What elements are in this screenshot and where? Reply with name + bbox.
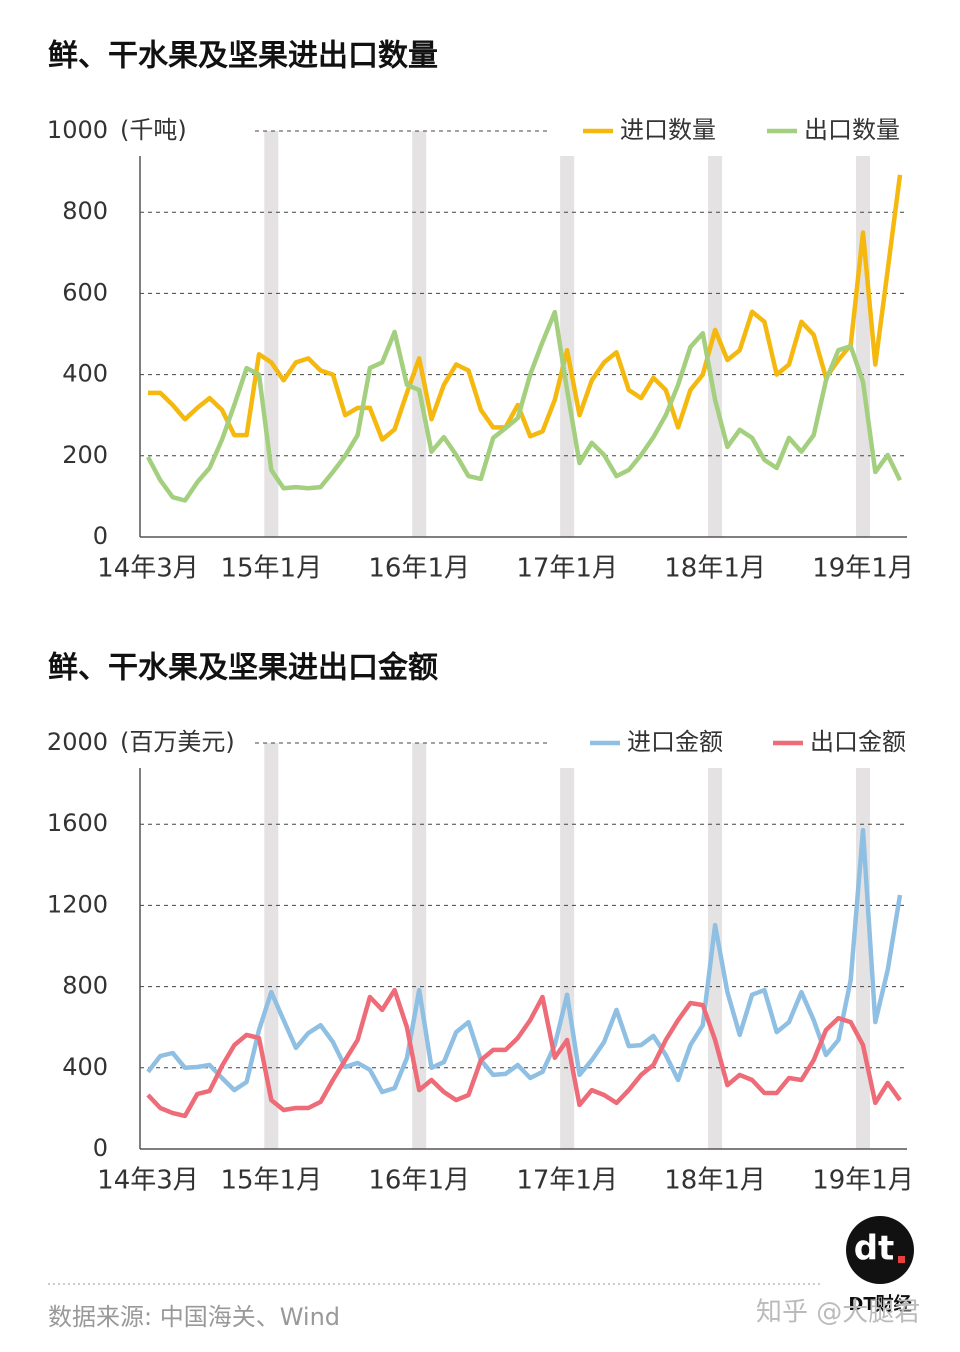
- x-tick-label: 15年1月: [220, 1166, 322, 1196]
- x-tick-label: 15年1月: [220, 554, 322, 584]
- logo-dot: [898, 1256, 905, 1263]
- year-band: [560, 768, 575, 1149]
- y-tick-label: 400: [62, 360, 108, 388]
- x-tick-label: 14年3月: [97, 554, 199, 584]
- y-tick-label: 800: [62, 197, 108, 225]
- x-tick-label: 17年1月: [516, 554, 618, 584]
- year-band: [412, 131, 427, 537]
- y-unit: (百万美元): [120, 728, 235, 756]
- chart: 鲜、干水果及坚果进出口数量 0 200 400 600 800 1000 (千吨) 14年3月 1…: [47, 39, 914, 584]
- watermark: 知乎 @大腿君: [756, 1298, 920, 1328]
- year-band: [412, 743, 427, 1149]
- chart: 鲜、干水果及坚果进出口金额 0 400 800 1200 1600 2000 (百万美元) 14…: [47, 651, 914, 1196]
- y-tick-label: 2000: [47, 728, 108, 756]
- y-tick-label: 200: [62, 441, 108, 469]
- y-tick-label: 1000: [47, 116, 108, 144]
- y-tick-label: 0: [93, 1134, 108, 1162]
- series-line: [146, 827, 903, 1095]
- year-band: [708, 156, 723, 537]
- brand: DT财经: [848, 1293, 911, 1315]
- y-tick-label: 600: [62, 278, 108, 306]
- series-line: [146, 987, 902, 1119]
- x-tick-label: 18年1月: [664, 1166, 766, 1196]
- y-tick-label: 1200: [47, 890, 108, 918]
- year-band: [856, 768, 871, 1149]
- y-tick-label: 400: [62, 1053, 108, 1081]
- year-band: [560, 156, 575, 537]
- legend-label: 出口数量: [804, 116, 900, 144]
- year-band: [856, 156, 871, 537]
- chart-title: 鲜、干水果及坚果进出口金额: [48, 651, 438, 686]
- chart-title: 鲜、干水果及坚果进出口数量: [48, 39, 438, 74]
- x-tick-label: 19年1月: [812, 1166, 914, 1196]
- y-tick-label: 1600: [47, 809, 108, 837]
- logo: dt: [854, 1229, 895, 1269]
- series-line: [146, 309, 903, 503]
- source-note: 数据来源: 中国海关、Wind: [48, 1303, 340, 1331]
- x-tick-label: 18年1月: [664, 554, 766, 584]
- x-tick-label: 16年1月: [368, 554, 470, 584]
- x-tick-label: 16年1月: [368, 1166, 470, 1196]
- logo-badge: [846, 1216, 914, 1284]
- legend-label: 进口金额: [627, 728, 723, 756]
- legend-label: 出口金额: [810, 728, 906, 756]
- y-tick-label: 800: [62, 972, 108, 1000]
- x-tick-label: 19年1月: [812, 554, 914, 584]
- x-tick-label: 14年3月: [97, 1166, 199, 1196]
- y-unit: (千吨): [120, 116, 187, 144]
- y-tick-label: 0: [93, 522, 108, 550]
- series-line: [148, 174, 903, 442]
- x-tick-label: 17年1月: [516, 1166, 618, 1196]
- legend-label: 进口数量: [620, 116, 716, 144]
- year-band: [264, 743, 279, 1149]
